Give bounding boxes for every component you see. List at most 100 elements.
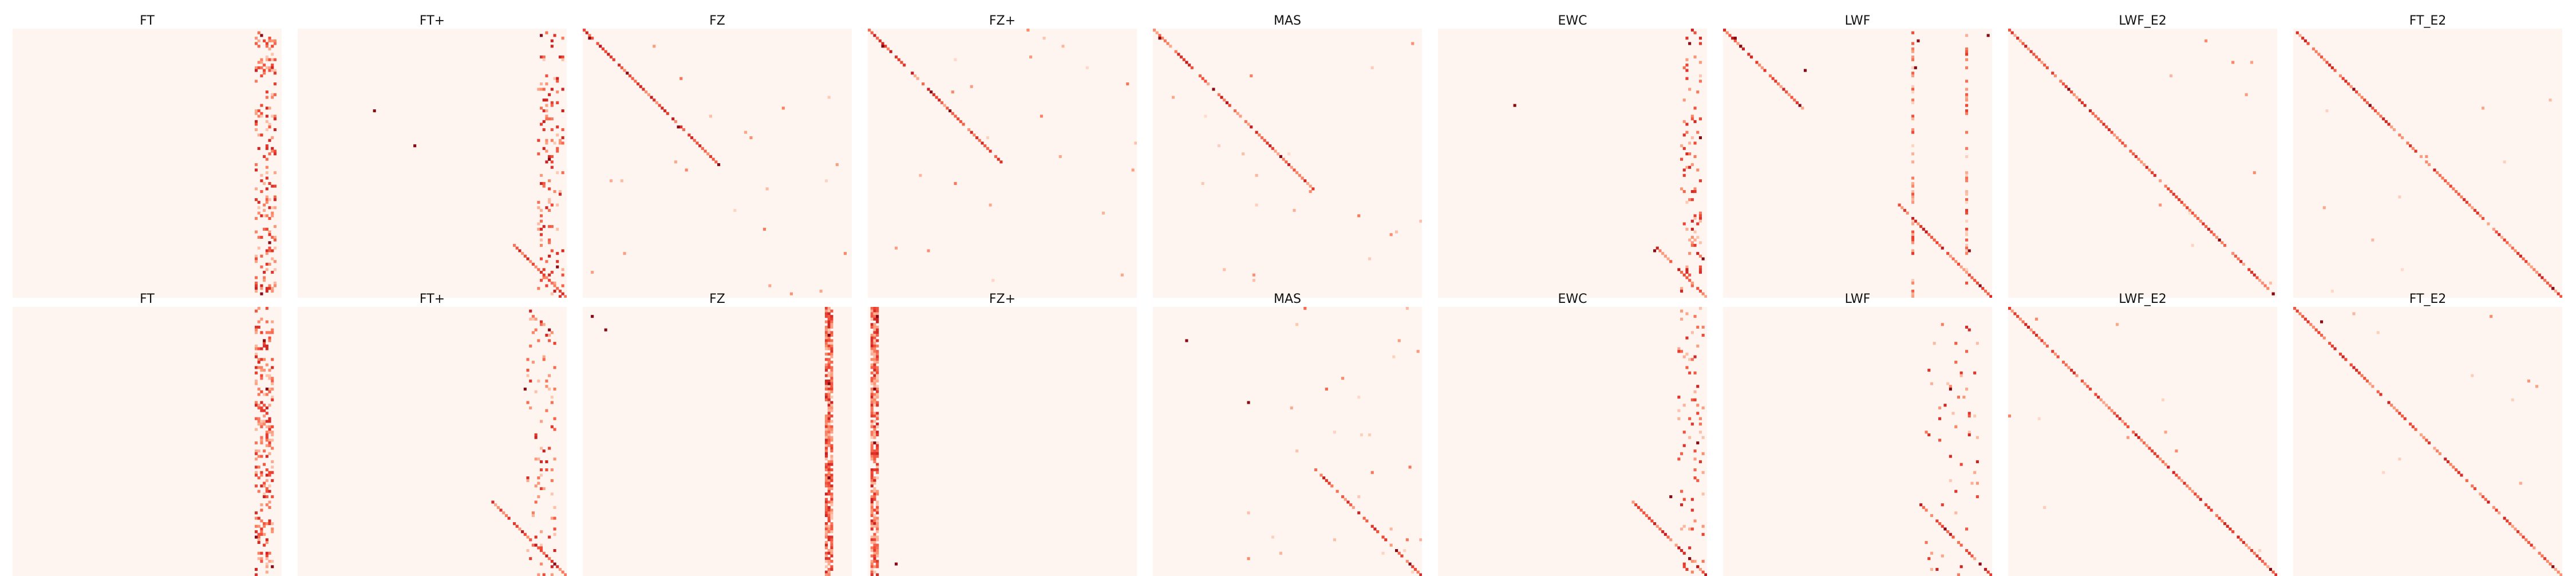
- heatmap-cell: [825, 431, 828, 434]
- heatmap-cell: [870, 358, 874, 361]
- heatmap-cell: [647, 93, 650, 96]
- heatmap-cell: [268, 522, 271, 526]
- heatmap-cell: [507, 516, 511, 520]
- heatmap-cell: [260, 58, 263, 61]
- heatmap-cell: [2368, 104, 2372, 107]
- heatmap-cell: [537, 457, 540, 461]
- heatmap-cell: [870, 559, 874, 563]
- heatmap-cell: [1965, 527, 1969, 531]
- heatmap-cell: [1701, 406, 1705, 409]
- heatmap-cell: [1911, 252, 1915, 255]
- heatmap-cell: [268, 182, 271, 185]
- heatmap-cell: [257, 490, 260, 493]
- heatmap-cell: [2156, 455, 2159, 458]
- heatmap-cell: [2253, 273, 2256, 277]
- heatmap-cell: [550, 155, 554, 158]
- heatmap-cell: [1693, 519, 1697, 523]
- heatmap-cell: [870, 388, 874, 391]
- heatmap-cell: [2191, 244, 2194, 247]
- heatmap-cell: [265, 187, 268, 191]
- heatmap-cell: [876, 471, 879, 474]
- heatmap-cell: [1180, 56, 1183, 59]
- heatmap-cell: [827, 393, 831, 396]
- heatmap-cell: [529, 557, 532, 561]
- heatmap-cell: [1690, 527, 1694, 531]
- heatmap-cell: [2476, 211, 2479, 215]
- heatmap-cell: [550, 425, 554, 428]
- heatmap-cell: [523, 532, 527, 536]
- heatmap-cell: [970, 85, 973, 88]
- heatmap-panel: FT_E2: [2293, 292, 2562, 576]
- heatmap-cell: [561, 136, 564, 140]
- heatmap-cell: [1965, 173, 1969, 177]
- heatmap-cell: [1701, 257, 1705, 261]
- heatmap-cell: [1698, 460, 1702, 463]
- heatmap-cell: [2344, 80, 2348, 83]
- heatmap-cell: [1690, 198, 1694, 202]
- heatmap-cell: [540, 182, 543, 185]
- heatmap-cell: [540, 56, 543, 59]
- heatmap-cell: [255, 441, 258, 445]
- heatmap-cell: [1658, 527, 1662, 531]
- heatmap-cell: [876, 447, 879, 450]
- heatmap-cell: [255, 217, 258, 220]
- heatmap-cell: [873, 498, 876, 501]
- heatmap-cell: [873, 325, 876, 329]
- heatmap-cell: [870, 390, 874, 393]
- heatmap-cell: [827, 363, 831, 366]
- heatmap-cell: [255, 331, 258, 334]
- panel-title: FZ+: [989, 14, 1016, 28]
- heatmap-cell: [550, 468, 554, 472]
- heatmap-cell: [876, 516, 879, 520]
- heatmap-cell: [2247, 268, 2251, 271]
- heatmap-cell: [1698, 80, 1702, 83]
- heatmap-cell: [1750, 56, 1753, 59]
- heatmap-cell: [825, 439, 828, 442]
- heatmap-cell: [1693, 106, 1697, 110]
- heatmap-cell: [271, 235, 274, 239]
- heatmap-cell: [265, 363, 268, 366]
- heatmap-cell: [2018, 39, 2022, 42]
- heatmap-cell: [825, 325, 828, 329]
- heatmap-cell: [2118, 139, 2121, 142]
- heatmap-cell: [260, 34, 263, 37]
- heatmap-cell: [827, 420, 831, 423]
- heatmap-cell: [873, 385, 876, 388]
- heatmap-cell: [2471, 484, 2474, 488]
- heatmap-cell: [1965, 80, 1969, 83]
- heatmap-cell: [2532, 546, 2536, 550]
- heatmap-panel: LWF: [1723, 292, 1992, 576]
- heatmap-cell: [2314, 328, 2318, 332]
- heatmap-cell: [2215, 514, 2218, 517]
- heatmap-cell: [2137, 436, 2140, 439]
- heatmap-cell: [2113, 133, 2116, 137]
- heatmap-cell: [876, 441, 879, 445]
- heatmap-cell: [257, 393, 260, 396]
- heatmap-cell: [827, 460, 831, 463]
- heatmap-cell: [2029, 50, 2033, 53]
- heatmap-cell: [268, 404, 271, 407]
- heatmap-cell: [922, 82, 925, 86]
- heatmap-cell: [268, 198, 271, 202]
- heatmap-cell: [825, 363, 828, 366]
- heatmap-cell: [271, 565, 274, 569]
- heatmap-cell: [835, 163, 839, 167]
- heatmap-cell: [1989, 573, 1992, 576]
- heatmap-cell: [830, 559, 833, 563]
- heatmap-cell: [542, 323, 546, 326]
- heatmap-cell: [2221, 519, 2224, 523]
- heatmap-cell: [830, 431, 833, 434]
- heatmap-cell: [540, 219, 543, 223]
- heatmap-cell: [825, 388, 828, 391]
- heatmap-cell: [2392, 128, 2396, 131]
- heatmap-cell: [1287, 152, 1291, 156]
- heatmap-cell: [257, 476, 260, 480]
- heatmap-cell: [1973, 279, 1977, 282]
- heatmap-cell: [2255, 276, 2259, 279]
- heatmap-cell: [830, 355, 833, 358]
- heatmap-cell: [1728, 34, 1732, 37]
- heatmap-cell: [1911, 152, 1915, 156]
- heatmap-cell: [876, 549, 879, 553]
- heatmap-cell: [542, 58, 546, 61]
- heatmap-cell: [825, 428, 828, 431]
